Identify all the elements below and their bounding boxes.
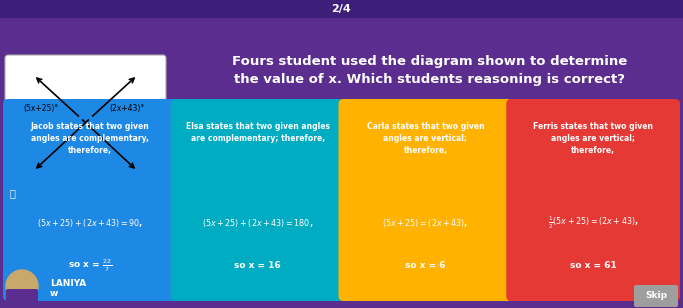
Text: LANIYA: LANIYA (50, 279, 86, 289)
Text: Elsa states that two given angles
are complementary; therefore,: Elsa states that two given angles are co… (186, 122, 330, 143)
Text: 2/4: 2/4 (331, 4, 351, 14)
Text: w: w (50, 290, 58, 298)
Circle shape (6, 270, 38, 302)
Text: Skip: Skip (645, 291, 667, 301)
Text: 🔍: 🔍 (10, 188, 16, 198)
Text: $(5x + 25) + (2x + 43) = 90$,: $(5x + 25) + (2x + 43) = 90$, (37, 217, 143, 229)
Text: $\frac{1}{2}(5x + 25) = (2x + 43)$,: $\frac{1}{2}(5x + 25) = (2x + 43)$, (548, 215, 639, 231)
FancyBboxPatch shape (3, 99, 177, 301)
FancyBboxPatch shape (6, 289, 38, 307)
Text: (2x+43)°: (2x+43)° (110, 104, 145, 113)
Text: Fours student used the diagram shown to determine: Fours student used the diagram shown to … (232, 55, 628, 67)
FancyBboxPatch shape (171, 99, 344, 301)
Text: Ferris states that two given
angles are vertical;
therefore,: Ferris states that two given angles are … (533, 122, 653, 155)
Text: so x = 61: so x = 61 (570, 261, 617, 270)
FancyBboxPatch shape (506, 99, 680, 301)
Text: $(5x + 25) = (2x + 43)$,: $(5x + 25) = (2x + 43)$, (382, 217, 469, 229)
Text: so x = 16: so x = 16 (234, 261, 281, 270)
FancyBboxPatch shape (5, 55, 166, 201)
Text: so x = $\frac{22}{7}$: so x = $\frac{22}{7}$ (68, 257, 112, 274)
Text: Carla states that two given
angles are vertical;
therefore,: Carla states that two given angles are v… (367, 122, 484, 155)
Text: Jacob states that two given
angles are complementary,
therefore,: Jacob states that two given angles are c… (31, 122, 150, 155)
Text: $(5x + 25) + (2x + 43) = 180$,: $(5x + 25) + (2x + 43) = 180$, (202, 217, 313, 229)
FancyBboxPatch shape (0, 0, 683, 18)
Text: so x = 6: so x = 6 (405, 261, 445, 270)
Text: the value of x. Which students reasoning is correct?: the value of x. Which students reasoning… (234, 74, 626, 87)
FancyBboxPatch shape (339, 99, 512, 301)
Text: (5x+25)°: (5x+25)° (23, 104, 58, 113)
FancyBboxPatch shape (634, 285, 678, 307)
